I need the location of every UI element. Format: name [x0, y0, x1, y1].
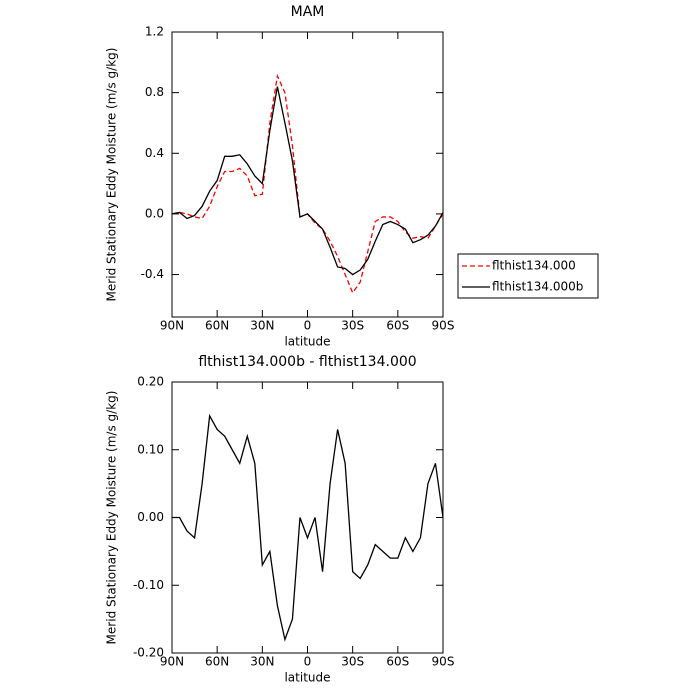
y-tick-label: 0.20	[137, 375, 164, 389]
y-tick-label: 0.8	[145, 85, 164, 99]
x-tick-label: 30S	[341, 655, 364, 669]
y-tick-label: -0.10	[133, 578, 164, 592]
y-tick-label: 0.0	[145, 206, 164, 220]
x-axis-label: latitude	[284, 671, 330, 685]
x-tick-label: 30N	[250, 319, 274, 333]
series-line	[171, 73, 444, 295]
x-tick-label: 60N	[205, 319, 229, 333]
x-tick-label: 90S	[432, 655, 455, 669]
y-axis-label: Merid Stationary Eddy Moisture (m/s g/kg…	[105, 391, 119, 645]
y-tick-label: -0.4	[141, 267, 164, 281]
legend-box	[457, 253, 599, 299]
y-tick-label: -0.20	[133, 646, 164, 660]
legend-label: flthist134.000b	[492, 280, 583, 294]
x-tick-label: 60S	[386, 319, 409, 333]
series-line	[171, 86, 444, 276]
plot-frame	[171, 381, 444, 654]
x-tick-label: 60S	[386, 655, 409, 669]
y-tick-label: 0.10	[137, 442, 164, 456]
chart-title: MAM	[291, 4, 325, 20]
y-tick-label: 0.00	[137, 510, 164, 524]
y-tick-label: 1.2	[145, 25, 164, 39]
y-tick-label: 0.4	[145, 146, 164, 160]
y-axis-label: Merid Stationary Eddy Moisture (m/s g/kg…	[105, 48, 119, 302]
x-axis-label: latitude	[284, 335, 330, 349]
series-line	[172, 413, 444, 642]
x-tick-label: 90N	[160, 319, 184, 333]
legend-label: flthist134.000	[492, 259, 576, 273]
x-tick-label: 0	[304, 319, 312, 333]
x-tick-label: 30N	[250, 655, 274, 669]
x-tick-label: 90N	[160, 655, 184, 669]
chart-title: flthist134.000b - flthist134.000	[198, 354, 416, 370]
x-tick-label: 0	[304, 655, 312, 669]
x-tick-label: 90S	[432, 319, 455, 333]
x-tick-label: 30S	[341, 319, 364, 333]
plot-frame	[171, 31, 444, 318]
x-tick-label: 60N	[205, 655, 229, 669]
